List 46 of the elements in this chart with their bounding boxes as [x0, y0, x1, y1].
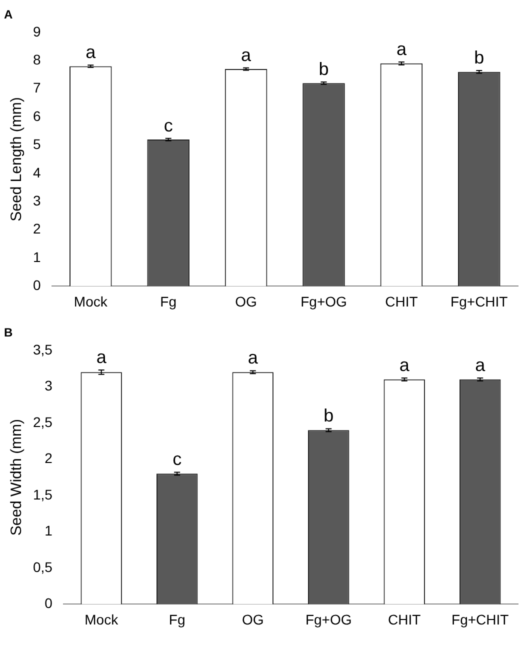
y-tick-label: 8 [32, 51, 41, 68]
y-tick-label: 2 [44, 450, 53, 466]
x-tick-label: Fg [160, 293, 177, 310]
y-tick-label: 1,5 [32, 486, 53, 502]
x-tick-label: Fg+CHIT [450, 293, 508, 310]
y-tick-label: 2,5 [32, 414, 53, 430]
y-tick-label: 3 [44, 378, 53, 394]
x-tick-label: Fg+OG [305, 611, 352, 628]
y-tick-label: 3,5 [32, 341, 53, 358]
y-tick-label: 6 [32, 108, 41, 124]
y-axis-title: Seed Length (mm) [8, 97, 26, 222]
annotation: a [86, 42, 97, 62]
y-tick-label: 4 [32, 164, 41, 180]
annotation: a [241, 44, 252, 65]
x-tick-label: Fg [168, 611, 186, 628]
annotation: a [248, 348, 259, 368]
x-tick-label: Mock [74, 293, 108, 310]
annotation: a [396, 38, 408, 59]
annotation: b [324, 406, 334, 426]
chart-title: B [4, 326, 13, 340]
annotation: b [318, 59, 329, 79]
x-tick-label: OG [242, 611, 264, 628]
x-tick-label: CHIT [388, 611, 422, 628]
annotation: a [96, 346, 108, 367]
y-tick-label: 0 [32, 277, 41, 294]
y-tick-label: 1 [32, 248, 41, 265]
x-tick-label: Fg+CHIT [452, 611, 510, 628]
annotation: c [172, 449, 182, 470]
annotation: c [164, 115, 173, 136]
y-tick-label: 2 [32, 220, 41, 237]
annotation: a [475, 354, 486, 375]
y-tick-label: 0 [44, 595, 53, 612]
x-tick-label: OG [235, 293, 257, 310]
chart-title: A [4, 8, 13, 22]
y-tick-label: 5 [32, 136, 41, 152]
x-tick-label: CHIT [385, 293, 418, 310]
y-tick-label: 9 [32, 23, 41, 40]
y-tick-label: 0,5 [32, 558, 53, 575]
x-tick-label: Fg+OG [300, 293, 347, 310]
annotation: a [399, 354, 410, 375]
x-tick-label: Mock [84, 611, 120, 628]
y-tick-label: 7 [32, 80, 41, 96]
annotation: b [474, 47, 484, 68]
y-tick-label: 1 [44, 522, 53, 539]
y-tick-label: 3 [32, 192, 41, 208]
y-axis-title: Seed Width (mm) [8, 418, 26, 536]
